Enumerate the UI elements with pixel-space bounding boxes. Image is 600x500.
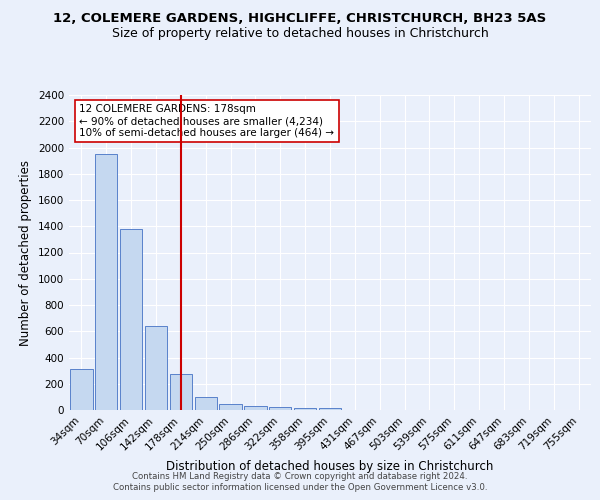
Bar [145,326,167,410]
Y-axis label: Number of detached properties: Number of detached properties [19,160,32,346]
Bar [70,368,92,410]
Bar [319,408,341,410]
Text: 12, COLEMERE GARDENS, HIGHCLIFFE, CHRISTCHURCH, BH23 5AS: 12, COLEMERE GARDENS, HIGHCLIFFE, CHRIST… [53,12,547,26]
Bar [194,397,217,410]
X-axis label: Distribution of detached houses by size in Christchurch: Distribution of detached houses by size … [166,460,494,473]
Bar [120,229,142,410]
Text: Size of property relative to detached houses in Christchurch: Size of property relative to detached ho… [112,28,488,40]
Text: Contains public sector information licensed under the Open Government Licence v3: Contains public sector information licen… [113,484,487,492]
Text: Contains HM Land Registry data © Crown copyright and database right 2024.: Contains HM Land Registry data © Crown c… [132,472,468,481]
Bar [294,408,316,410]
Text: 12 COLEMERE GARDENS: 178sqm
← 90% of detached houses are smaller (4,234)
10% of : 12 COLEMERE GARDENS: 178sqm ← 90% of det… [79,104,334,138]
Bar [170,374,192,410]
Bar [244,406,266,410]
Bar [220,404,242,410]
Bar [95,154,118,410]
Bar [269,408,292,410]
